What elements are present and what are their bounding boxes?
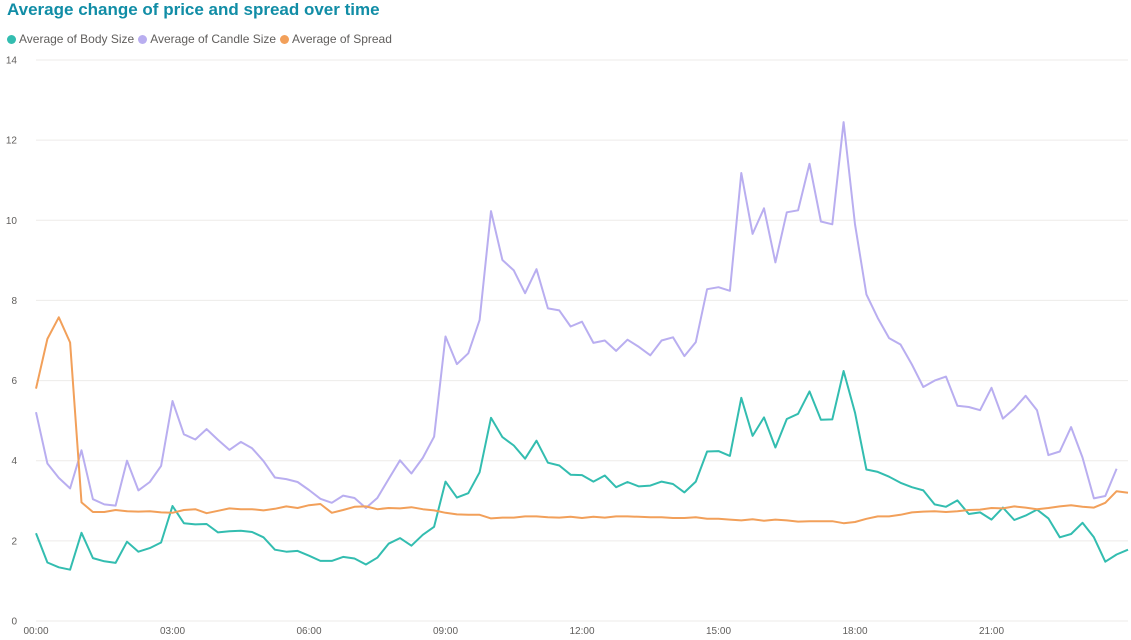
x-tick-label: 21:00	[979, 626, 1004, 637]
x-tick-label: 18:00	[842, 626, 867, 637]
y-tick-label: 4	[11, 456, 17, 467]
x-tick-label: 15:00	[706, 626, 731, 637]
y-tick-label: 0	[11, 617, 17, 628]
x-tick-label: 12:00	[569, 626, 594, 637]
y-tick-label: 14	[6, 56, 18, 67]
x-tick-label: 06:00	[296, 626, 321, 637]
legend-item-body-size[interactable]: Average of Body Size	[7, 32, 134, 46]
legend-item-spread[interactable]: Average of Spread	[280, 32, 392, 46]
gridlines	[36, 59, 1128, 622]
legend-label-candle-size: Average of Candle Size	[150, 32, 277, 46]
y-axis: 0 2 4 6 8 10 12 14	[6, 56, 18, 628]
x-tick-label: 03:00	[160, 626, 185, 637]
legend-label-body-size: Average of Body Size	[19, 32, 135, 46]
y-tick-label: 10	[6, 216, 18, 227]
y-tick-label: 6	[11, 376, 17, 387]
x-tick-label: 09:00	[433, 626, 458, 637]
legend: Average of Body Size Average of Candle S…	[7, 31, 396, 47]
legend-marker-candle-size	[138, 34, 148, 44]
y-tick-label: 2	[11, 536, 17, 547]
legend-marker-body-size	[7, 34, 16, 44]
series-line-average-of-candle-size[interactable]	[35, 121, 1118, 509]
series-line-average-of-body-size[interactable]	[35, 370, 1129, 571]
series-line-average-of-spread[interactable]	[35, 316, 1129, 525]
legend-item-candle-size[interactable]: Average of Candle Size	[138, 32, 276, 46]
x-tick-label: 00:00	[23, 626, 48, 637]
plot-area	[35, 121, 1129, 571]
chart-title: Average change of price and spread over …	[7, 0, 380, 19]
legend-label-spread: Average of Spread	[292, 32, 392, 46]
legend-marker-spread	[280, 34, 290, 44]
y-tick-label: 12	[6, 136, 18, 147]
y-tick-label: 8	[11, 296, 17, 307]
x-axis: 00:00 03:00 06:00 09:00 12:00 15:00 18:00 21:00	[23, 626, 1004, 637]
